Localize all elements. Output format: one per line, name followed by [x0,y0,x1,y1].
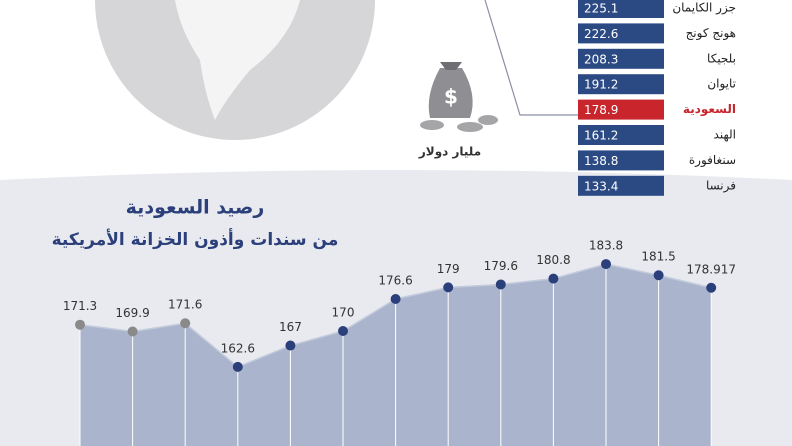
value-label: 180.8 [536,253,570,267]
rank-box [578,99,664,120]
rank-name: سنغافورة [689,153,736,168]
value-label: 178.917 [686,262,736,276]
globe-continent [175,0,300,120]
rank-value: 222.6 [584,27,618,41]
point [601,259,611,270]
rank-box [578,48,664,69]
point [75,319,85,330]
point [285,340,296,351]
value-label: 179 [437,262,460,276]
rank-box [578,23,664,44]
point [548,273,559,284]
rank-name: السعودية [683,102,736,117]
value-label: 170 [332,306,355,320]
point [232,361,243,372]
point [495,279,506,290]
rank-value: 133.4 [584,179,618,193]
unit-label: مليار دولار [418,145,481,160]
rank-box [578,125,664,145]
point [706,282,717,293]
point [653,270,664,281]
rank-value: 191.2 [584,78,618,92]
value-label: 171.3 [63,299,97,313]
rank-name: بلجيكا [707,51,736,65]
bag [428,68,473,118]
bag-tie [440,62,462,70]
connector-line [484,0,578,116]
value-label: 169.9 [115,306,149,320]
chart-title: رصيد السعودية [126,197,265,219]
rank-name: تايوان [707,77,736,92]
value-label: 179.6 [484,259,518,273]
rank-box [578,0,664,18]
rank-value: 178.9 [584,103,618,117]
rank-box [578,150,664,171]
coin [420,120,444,130]
money-bag-icon: $ [420,62,498,132]
point [338,326,348,336]
coin [478,115,498,125]
rank-value: 161.2 [584,129,618,143]
rank-value: 138.8 [584,154,618,168]
point [443,282,454,293]
dollar-sign: $ [444,85,458,109]
rank-name: الهند [714,128,736,142]
value-label: 162.6 [221,341,255,355]
value-label: 167 [279,320,302,334]
rank-name: هونج كونج [686,26,736,41]
rank-name: فرنسا [706,178,736,193]
value-label: 181.5 [641,250,675,264]
globe [95,0,375,140]
rank-value: 208.3 [584,52,618,66]
value-label: 176.6 [378,273,412,287]
point [180,318,191,329]
rank-box [578,74,664,95]
value-label: 171.6 [168,298,202,312]
chart-subtitle: من سندات وأذون الخزانة الأمريكية [52,228,339,250]
rank-name: جزر الكايمان [672,1,736,16]
point [127,326,138,337]
rank-box [578,175,664,196]
point [390,293,401,304]
rank-value: 225.1 [584,2,618,16]
coin [457,122,483,132]
value-label: 183.8 [589,239,623,253]
